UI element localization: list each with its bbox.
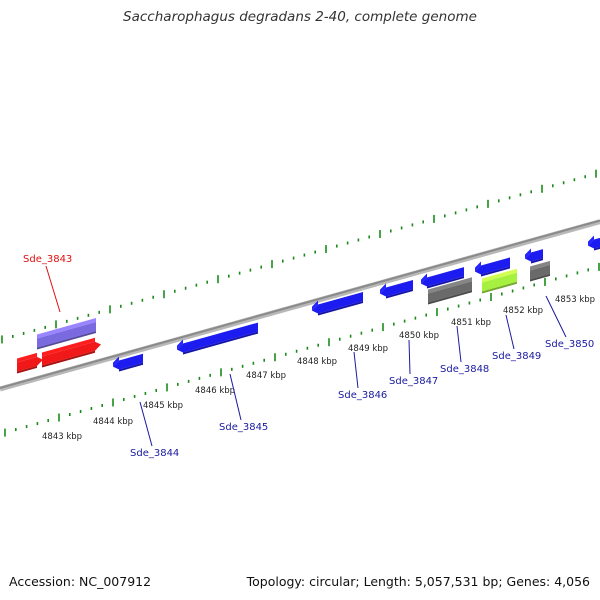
gene-label-sde-3848: Sde_3848 (440, 364, 489, 375)
feature-purple-side (37, 331, 96, 350)
gene-sde-3847-body (380, 279, 413, 297)
scale-label: 4843 kbp (42, 432, 82, 442)
feature-gray-2-body (530, 264, 550, 280)
gene-sde-3844-body (113, 353, 143, 370)
gene-sde-3850 (525, 248, 543, 264)
feature-gray-1-top (428, 277, 472, 294)
gene-sde-3850-body (525, 249, 543, 262)
gene-callouts: Sde_3843 Sde_3844 Sde_3845 Sde_3846Sde_3847… (23, 254, 594, 459)
gene-sde-3849-body (475, 257, 510, 275)
gene-label-sde-3844: Sde_3844 (130, 448, 179, 459)
gene-sde-3845-top (177, 339, 183, 350)
gene-sde-3846-side (318, 300, 363, 316)
gene-sde-3849 (475, 257, 510, 277)
gene-sde-3842-top (17, 352, 37, 363)
scale-label: 4853 kbp (555, 295, 595, 305)
gene-sde-3844 (113, 353, 143, 372)
page-title: Saccharophagus degradans 2-40, complete … (123, 9, 477, 25)
gene-sde-3846-top (312, 300, 318, 311)
gene-sde-3851 (588, 235, 600, 251)
gene-sde-3847-top (380, 283, 386, 294)
gene-label-sde-3846: Sde_3846 (338, 390, 387, 401)
gene-sde-3846-body (312, 291, 363, 314)
gene-sde-3850-top (525, 248, 531, 259)
gene-sde-3843-body (42, 341, 101, 366)
tick-marks (1, 169, 600, 437)
gene-sde-3848-body (421, 267, 464, 287)
gene-sde-3850-side (531, 258, 543, 264)
feature-green-body (482, 272, 517, 292)
gene-sde-3851-body (588, 237, 600, 249)
callout-line (139, 401, 153, 447)
gene-sde-3846 (312, 291, 363, 316)
gene-sde-3843-side (42, 350, 95, 368)
scale-label: 4849 kbp (348, 344, 388, 354)
gene-sde-3844-side (119, 362, 143, 372)
gene-sde-3842-body (17, 356, 43, 372)
gene-sde-3847-side (386, 288, 413, 299)
gene-sde-3851-top (588, 235, 594, 246)
callout-line (545, 295, 567, 338)
feature-purple-body (37, 322, 96, 348)
gene-sde-3845-body (177, 322, 258, 353)
scale-label: 4844 kbp (93, 417, 133, 427)
callout-line (353, 351, 359, 389)
callout-line (408, 339, 411, 375)
gene-label-sde-3845: Sde_3845 (219, 422, 268, 433)
callout-line (45, 265, 61, 313)
scale-label: 4851 kbp (451, 318, 491, 328)
gene-label-sde-3847: Sde_3847 (389, 376, 438, 387)
gene-features (17, 235, 600, 374)
feature-purple (37, 318, 96, 350)
scale-label: 4846 kbp (195, 386, 235, 396)
backbone-core (0, 219, 600, 389)
callout-line (229, 373, 242, 421)
genome-backbone (0, 219, 600, 392)
gene-sde-3847 (380, 279, 413, 299)
gene-sde-3845-side (183, 331, 258, 355)
accession-text: Accession: NC_007912 (9, 574, 152, 589)
gene-sde-3843-top (42, 337, 95, 357)
scale-label: 4845 kbp (143, 401, 183, 411)
scale-label: 4850 kbp (399, 331, 439, 341)
feature-green-side (482, 281, 517, 294)
gene-sde-3849-top (475, 261, 481, 272)
feature-gray-1-side (428, 290, 472, 305)
callout-line (456, 325, 462, 363)
genome-summary-text: Topology: circular; Length: 5,057,531 bp… (246, 574, 590, 589)
gene-sde-3844-top (113, 356, 119, 367)
feature-green (482, 268, 517, 294)
gene-sde-3845 (177, 322, 258, 355)
feature-gray-2-top (530, 260, 550, 271)
gene-label-sde-3850: Sde_3850 (545, 339, 594, 350)
feature-gray-2-side (530, 273, 550, 282)
scale-labels: 4843 kbp 4844 kbp 4845 kbp 4846 kbp 4847 kbp… (42, 295, 595, 442)
scale-label: 4852 kbp (503, 306, 543, 316)
gene-label-sde-3843: Sde_3843 (23, 254, 72, 265)
gene-sde-3842-side (17, 365, 37, 374)
gene-sde-3848-top (421, 273, 427, 284)
gene-label-sde-3849: Sde_3849 (492, 351, 541, 362)
feature-green-top (482, 268, 517, 283)
gene-sde-3848-side (427, 276, 464, 289)
gene-sde-3848 (421, 267, 464, 289)
gene-sde-3851-side (594, 246, 600, 251)
scale-label: 4847 kbp (246, 371, 286, 381)
scale-label: 4848 kbp (297, 357, 337, 367)
callout-line (505, 314, 515, 350)
feature-gray-1 (428, 277, 472, 305)
feature-gray-1-body (428, 281, 472, 303)
feature-purple-top (37, 318, 96, 339)
gene-sde-3843 (42, 337, 101, 368)
gene-sde-3849-side (481, 266, 510, 277)
gene-sde-3842 (17, 352, 43, 374)
feature-gray-2 (530, 260, 550, 282)
